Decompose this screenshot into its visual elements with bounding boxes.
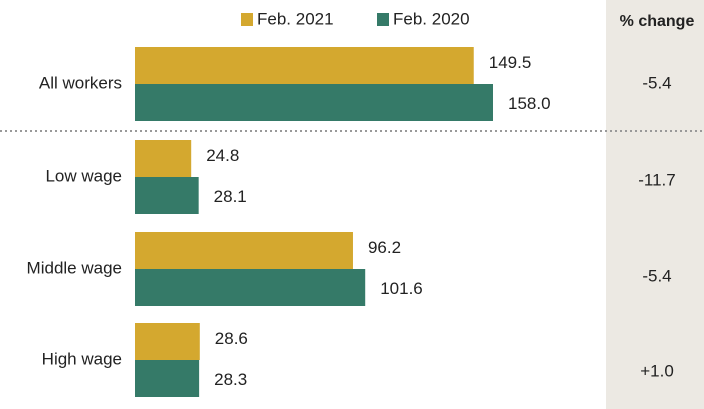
- bar: [135, 47, 474, 84]
- change-header: % change: [620, 13, 695, 30]
- legend-swatch: [377, 13, 389, 26]
- legend-label: Feb. 2020: [393, 9, 470, 28]
- bar: [135, 269, 366, 306]
- bar: [135, 360, 200, 397]
- change-value: -11.7: [638, 170, 676, 189]
- category-label: Middle wage: [27, 258, 122, 277]
- category-label: Low wage: [45, 166, 122, 185]
- category-label: High wage: [42, 349, 122, 368]
- change-column-bg: [606, 0, 704, 409]
- change-value: -5.4: [642, 266, 671, 285]
- legend-swatch: [241, 13, 253, 26]
- legend-label: Feb. 2021: [257, 9, 334, 28]
- bar: [135, 140, 192, 177]
- value-label: 101.6: [380, 279, 423, 298]
- value-label: 149.5: [489, 53, 532, 72]
- category-label: All workers: [39, 73, 122, 92]
- value-label: 28.1: [214, 187, 247, 206]
- change-value: +1.0: [640, 361, 674, 380]
- bar: [135, 232, 353, 269]
- value-label: 28.6: [215, 329, 248, 348]
- bar: [135, 177, 199, 214]
- change-value: -5.4: [642, 73, 671, 92]
- bar: [135, 323, 200, 360]
- value-label: 158.0: [508, 94, 551, 113]
- value-label: 96.2: [368, 238, 401, 257]
- bar: [135, 84, 493, 121]
- value-label: 24.8: [206, 146, 239, 165]
- value-label: 28.3: [214, 370, 247, 389]
